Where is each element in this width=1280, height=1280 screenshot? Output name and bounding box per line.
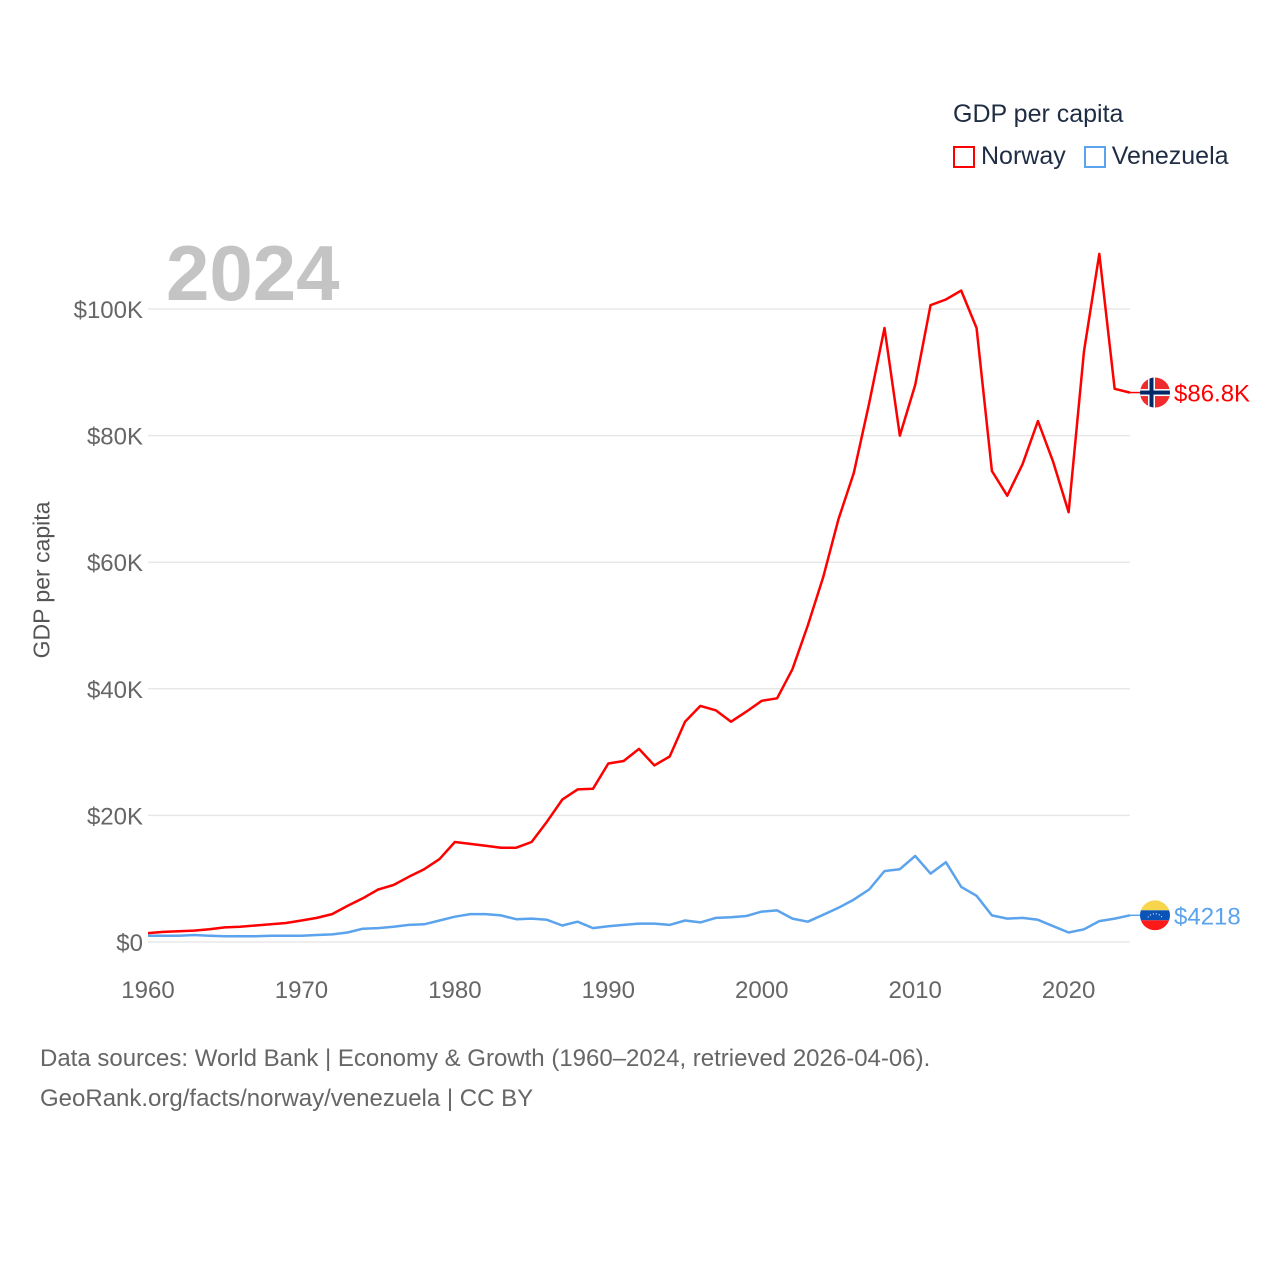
norway-flag-icon [1140,377,1170,408]
venezuela-flag-icon [1140,900,1170,931]
legend: Norway Venezuela [953,142,1229,171]
y-tick-label: $60K [87,550,143,577]
y-tick-label: $0 [116,930,143,957]
end-value-label: $86.8K [1174,381,1250,408]
x-tick-label: 1970 [275,977,328,1004]
x-tick-label: 1990 [582,977,635,1004]
legend-swatch-norway [953,145,975,168]
legend-label-norway: Norway [981,142,1066,170]
x-tick-label: 2000 [735,977,788,1004]
series-line-norway [147,252,1131,935]
x-tick-label: 2010 [888,977,941,1004]
legend-label-venezuela: Venezuela [1111,142,1229,170]
y-tick-label: $40K [87,677,143,704]
series-line-venezuela [148,854,1131,938]
legend-item-norway[interactable]: Norway [953,142,1066,171]
y-tick-label: $20K [87,803,143,830]
end-value-label: $4218 [1174,903,1241,930]
legend-item-venezuela[interactable]: Venezuela [1083,142,1229,171]
footer-link[interactable]: GeoRank.org/facts/norway/venezuela | CC … [40,1085,534,1112]
current-year-label: 2024 [166,229,340,317]
y-tick-label: $100K [74,297,143,324]
x-tick-label: 1980 [428,977,481,1004]
legend-swatch-venezuela [1083,145,1106,168]
x-tick-label: 2020 [1042,977,1095,1004]
footer-sources: Data sources: World Bank | Economy & Gro… [40,1045,931,1072]
legend-title: GDP per capita [953,100,1124,128]
x-tick-label: 1960 [121,977,174,1004]
y-tick-label: $80K [87,424,143,451]
